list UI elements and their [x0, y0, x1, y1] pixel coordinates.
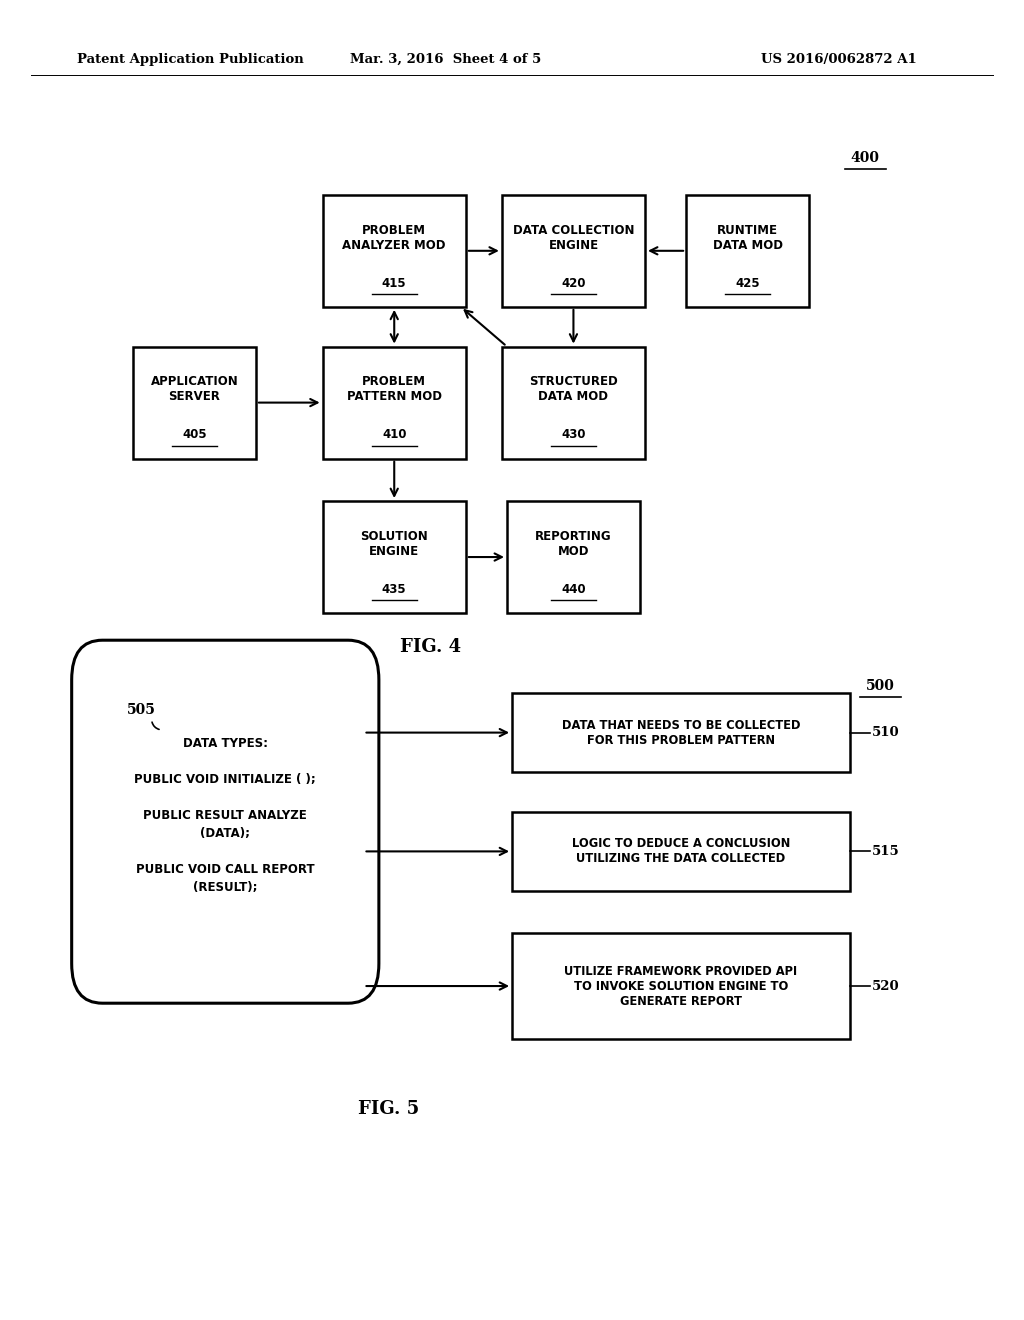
Text: 425: 425	[735, 277, 760, 289]
Text: 500: 500	[866, 680, 895, 693]
Text: Patent Application Publication: Patent Application Publication	[77, 53, 303, 66]
FancyBboxPatch shape	[323, 195, 466, 306]
Text: 520: 520	[872, 979, 899, 993]
Text: DATA TYPES:

PUBLIC VOID INITIALIZE ( );

PUBLIC RESULT ANALYZE
(DATA);

PUBLIC : DATA TYPES: PUBLIC VOID INITIALIZE ( ); …	[134, 737, 316, 894]
Text: 430: 430	[561, 429, 586, 441]
Text: US 2016/0062872 A1: US 2016/0062872 A1	[761, 53, 916, 66]
Text: 400: 400	[851, 152, 880, 165]
Text: 405: 405	[182, 429, 207, 441]
Text: PROBLEM
PATTERN MOD: PROBLEM PATTERN MOD	[347, 375, 441, 404]
Text: UTILIZE FRAMEWORK PROVIDED API
TO INVOKE SOLUTION ENGINE TO
GENERATE REPORT: UTILIZE FRAMEWORK PROVIDED API TO INVOKE…	[564, 965, 798, 1007]
Text: 515: 515	[871, 845, 900, 858]
Text: 510: 510	[872, 726, 899, 739]
FancyBboxPatch shape	[323, 502, 466, 612]
FancyBboxPatch shape	[323, 347, 466, 459]
FancyBboxPatch shape	[507, 502, 640, 612]
Text: Mar. 3, 2016  Sheet 4 of 5: Mar. 3, 2016 Sheet 4 of 5	[350, 53, 541, 66]
FancyBboxPatch shape	[502, 195, 645, 306]
Text: LOGIC TO DEDUCE A CONCLUSION
UTILIZING THE DATA COLLECTED: LOGIC TO DEDUCE A CONCLUSION UTILIZING T…	[571, 837, 791, 866]
Text: DATA COLLECTION
ENGINE: DATA COLLECTION ENGINE	[513, 223, 634, 252]
Text: STRUCTURED
DATA MOD: STRUCTURED DATA MOD	[529, 375, 617, 404]
Text: 415: 415	[382, 277, 407, 289]
Text: 505: 505	[127, 704, 156, 717]
Text: RUNTIME
DATA MOD: RUNTIME DATA MOD	[713, 223, 782, 252]
Text: PROBLEM
ANALYZER MOD: PROBLEM ANALYZER MOD	[342, 223, 446, 252]
Text: 440: 440	[561, 583, 586, 595]
Text: REPORTING
MOD: REPORTING MOD	[536, 529, 611, 558]
Text: 410: 410	[382, 429, 407, 441]
Text: 435: 435	[382, 583, 407, 595]
FancyBboxPatch shape	[133, 347, 256, 459]
Text: FIG. 5: FIG. 5	[358, 1100, 420, 1118]
Text: 420: 420	[561, 277, 586, 289]
FancyBboxPatch shape	[686, 195, 809, 306]
FancyBboxPatch shape	[502, 347, 645, 459]
Text: SOLUTION
ENGINE: SOLUTION ENGINE	[360, 529, 428, 558]
FancyBboxPatch shape	[512, 812, 850, 891]
FancyBboxPatch shape	[512, 933, 850, 1039]
Text: FIG. 4: FIG. 4	[399, 638, 461, 656]
FancyBboxPatch shape	[72, 640, 379, 1003]
Text: DATA THAT NEEDS TO BE COLLECTED
FOR THIS PROBLEM PATTERN: DATA THAT NEEDS TO BE COLLECTED FOR THIS…	[562, 718, 800, 747]
Text: APPLICATION
SERVER: APPLICATION SERVER	[151, 375, 239, 404]
FancyBboxPatch shape	[512, 693, 850, 772]
